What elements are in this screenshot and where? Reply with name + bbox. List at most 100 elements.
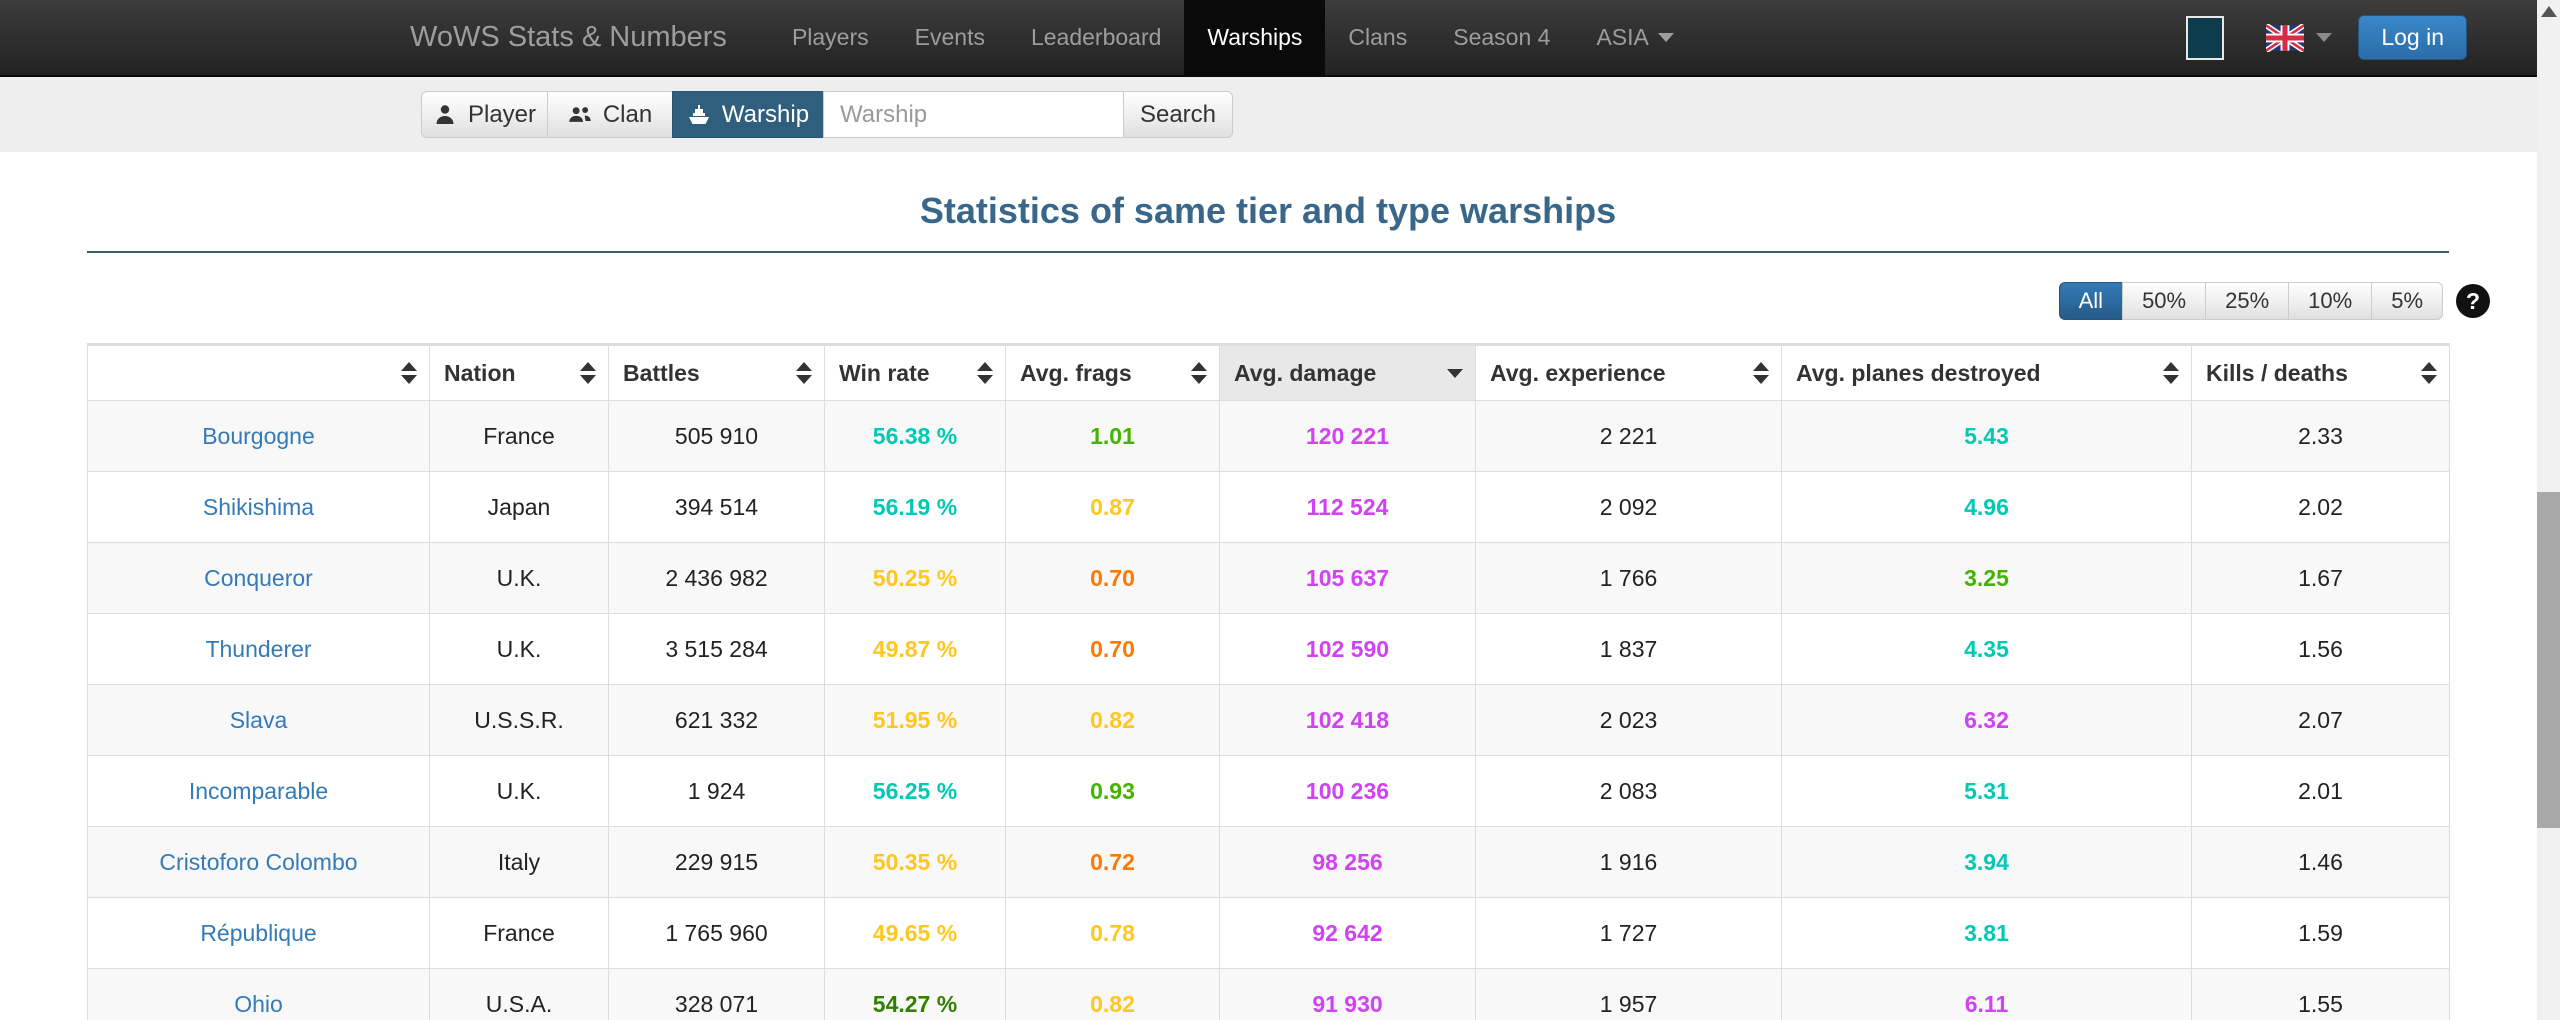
kills-deaths-cell: 1.55	[2191, 968, 2450, 1020]
scroll-up-arrow-icon[interactable]	[2541, 6, 2557, 17]
brand[interactable]: WoWS Stats & Numbers	[410, 21, 727, 53]
people-icon	[569, 106, 591, 122]
avg-frags-cell: 0.78	[1005, 897, 1220, 969]
search-tab-clan[interactable]: Clan	[547, 91, 672, 138]
navbar-right: Log in	[2186, 0, 2467, 75]
ship-link[interactable]: Shikishima	[202, 493, 315, 520]
filter-25-button[interactable]: 25%	[2205, 282, 2289, 320]
ship-name-cell: Incomparable	[87, 755, 430, 827]
avg-planes-cell: 6.11	[1781, 968, 2192, 1020]
avg-frags-value: 0.70	[1090, 564, 1135, 591]
avg-experience-cell: 1 916	[1475, 826, 1782, 898]
ship-link[interactable]: Cristoforo Colombo	[159, 848, 358, 875]
avg-planes-cell: 3.81	[1781, 897, 2192, 969]
avg-planes-value: 5.31	[1964, 777, 2009, 804]
filter-row: All 50% 25% 10% 5% ?	[0, 282, 2490, 320]
header-avg-damage[interactable]: Avg. damage	[1219, 344, 1476, 401]
avg-planes-value: 3.81	[1964, 919, 2009, 946]
avg-planes-cell: 4.96	[1781, 471, 2192, 543]
battles-cell: 2 436 982	[608, 542, 825, 614]
search-button[interactable]: Search	[1123, 91, 1233, 138]
ship-name-cell: Thunderer	[87, 613, 430, 685]
avg-damage-value: 102 590	[1305, 635, 1390, 662]
filter-50-button[interactable]: 50%	[2122, 282, 2206, 320]
header-battles[interactable]: Battles	[608, 344, 825, 401]
ship-name-cell: Slava	[87, 684, 430, 756]
login-button[interactable]: Log in	[2358, 15, 2467, 60]
kills-deaths-cell: 2.02	[2191, 471, 2450, 543]
table-row: Cristoforo Colombo Italy 229 915 50.35 %…	[87, 826, 2450, 898]
ship-link[interactable]: Incomparable	[188, 777, 329, 804]
avg-frags-value: 0.82	[1090, 706, 1135, 733]
ship-link[interactable]: Thunderer	[205, 635, 312, 662]
avg-damage-value: 105 637	[1305, 564, 1390, 591]
win-rate-cell: 56.38 %	[824, 400, 1006, 472]
nav-item-events[interactable]: Events	[914, 24, 985, 50]
search-tab-player[interactable]: Player	[421, 91, 547, 138]
header-avg-frags[interactable]: Avg. frags	[1005, 344, 1220, 401]
header-ship[interactable]	[87, 344, 430, 401]
win-rate-cell: 50.25 %	[824, 542, 1006, 614]
filter-10-button[interactable]: 10%	[2288, 282, 2372, 320]
table-row: Ohio U.S.A. 328 071 54.27 % 0.82 91 930 …	[87, 968, 2450, 1020]
win-rate-cell: 51.95 %	[824, 684, 1006, 756]
nav-items: Players Events Leaderboard Warships Clan…	[769, 0, 1697, 75]
win-rate-cell: 56.25 %	[824, 755, 1006, 827]
table-row: Shikishima Japan 394 514 56.19 % 0.87 11…	[87, 471, 2450, 543]
person-icon	[436, 104, 454, 124]
header-win-rate[interactable]: Win rate	[824, 344, 1006, 401]
avg-planes-cell: 3.25	[1781, 542, 2192, 614]
header-avg-planes[interactable]: Avg. planes destroyed	[1781, 344, 2192, 401]
ship-link[interactable]: Conqueror	[204, 564, 313, 591]
battles-cell: 3 515 284	[608, 613, 825, 685]
nav-item-season4[interactable]: Season 4	[1453, 24, 1551, 50]
win-rate-value: 49.87 %	[872, 635, 958, 662]
avg-damage-cell: 100 236	[1219, 755, 1476, 827]
win-rate-cell: 50.35 %	[824, 826, 1006, 898]
region-dropdown[interactable]: ASIA	[1573, 0, 1696, 75]
nation-cell: France	[429, 897, 609, 969]
ship-link[interactable]: Ohio	[234, 990, 283, 1017]
avg-planes-value: 4.96	[1964, 493, 2009, 520]
nav-item-clans[interactable]: Clans	[1348, 24, 1408, 50]
ship-link[interactable]: République	[200, 919, 317, 946]
scrollbar[interactable]	[2537, 0, 2560, 1020]
nav-item-leaderboard[interactable]: Leaderboard	[1030, 24, 1162, 50]
search-tab-warship[interactable]: Warship	[672, 91, 823, 138]
table-row: Bourgogne France 505 910 56.38 % 1.01 12…	[87, 400, 2450, 472]
theme-toggle[interactable]	[2186, 15, 2225, 60]
avg-frags-value: 0.70	[1090, 635, 1135, 662]
help-icon[interactable]: ?	[2456, 284, 2490, 318]
avg-experience-cell: 2 221	[1475, 400, 1782, 472]
avg-planes-value: 4.35	[1964, 635, 2009, 662]
avg-experience-cell: 2 023	[1475, 684, 1782, 756]
language-dropdown[interactable]	[2266, 23, 2333, 52]
nation-cell: Italy	[429, 826, 609, 898]
win-rate-value: 56.25 %	[872, 777, 958, 804]
avg-experience-cell: 1 727	[1475, 897, 1782, 969]
nav-item-warships[interactable]: Warships	[1184, 0, 1326, 75]
filter-all-button[interactable]: All	[2058, 282, 2123, 320]
avg-damage-value: 100 236	[1305, 777, 1390, 804]
filter-5-button[interactable]: 5%	[2371, 282, 2443, 320]
avg-damage-cell: 120 221	[1219, 400, 1476, 472]
ship-link[interactable]: Slava	[229, 706, 288, 733]
avg-frags-cell: 0.72	[1005, 826, 1220, 898]
avg-damage-cell: 91 930	[1219, 968, 1476, 1020]
avg-damage-value: 112 524	[1306, 493, 1389, 520]
scrollbar-thumb[interactable]	[2537, 492, 2560, 828]
header-kills-deaths[interactable]: Kills / deaths	[2191, 344, 2450, 401]
nav-item-players[interactable]: Players	[791, 24, 869, 50]
search-input[interactable]	[823, 91, 1123, 138]
table-row: Conqueror U.K. 2 436 982 50.25 % 0.70 10…	[87, 542, 2450, 614]
kills-deaths-cell: 1.67	[2191, 542, 2450, 614]
ship-link[interactable]: Bourgogne	[202, 422, 315, 449]
header-avg-experience[interactable]: Avg. experience	[1475, 344, 1782, 401]
nation-cell: U.K.	[429, 613, 609, 685]
sort-icon	[977, 362, 993, 384]
table-row: République France 1 765 960 49.65 % 0.78…	[87, 897, 2450, 969]
table-row: Incomparable U.K. 1 924 56.25 % 0.93 100…	[87, 755, 2450, 827]
top-navbar: WoWS Stats & Numbers Players Events Lead…	[0, 0, 2537, 77]
header-nation[interactable]: Nation	[429, 344, 609, 401]
table-row: Slava U.S.S.R. 621 332 51.95 % 0.82 102 …	[87, 684, 2450, 756]
